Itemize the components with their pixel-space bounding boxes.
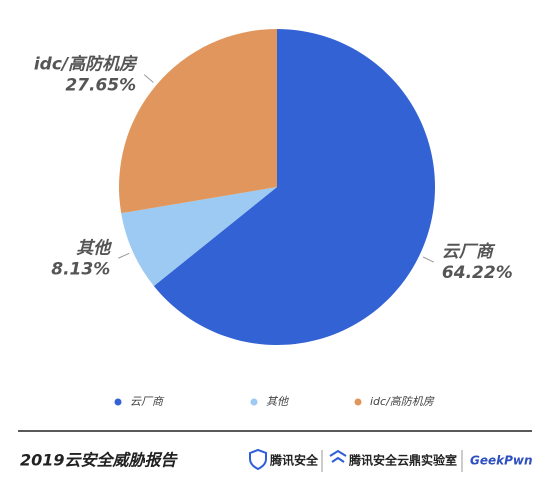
data-label-name: 云厂商 xyxy=(442,242,496,262)
data-label-value: 64.22% xyxy=(442,263,513,283)
logo-text: 腾讯安全云鼎实验室 xyxy=(348,453,457,468)
legend-label: idc/高防机房 xyxy=(370,395,435,408)
data-label-name: idc/高防机房 xyxy=(34,55,138,75)
pie-slice xyxy=(121,187,277,287)
leader-line xyxy=(118,252,130,259)
legend-label: 云厂商 xyxy=(130,395,165,408)
footer-title: 2019云安全威胁报告 xyxy=(20,451,179,470)
leader-line xyxy=(422,256,435,263)
data-label-value: 27.65% xyxy=(65,76,136,96)
logo-text: GeekPwn xyxy=(470,454,533,468)
leader-line xyxy=(143,74,154,83)
legend-swatch xyxy=(354,398,362,406)
logo-icon xyxy=(329,449,347,463)
pie-slice xyxy=(153,29,436,345)
legend-swatch xyxy=(114,398,122,406)
logo-text: 腾讯安全 xyxy=(269,453,319,468)
logo-icon xyxy=(249,448,267,471)
legend-swatch xyxy=(250,398,258,406)
data-label-name: 其他 xyxy=(76,238,112,258)
legend-label: 其他 xyxy=(266,395,289,408)
pie-slice xyxy=(119,29,277,214)
data-label-value: 8.13% xyxy=(51,259,110,279)
